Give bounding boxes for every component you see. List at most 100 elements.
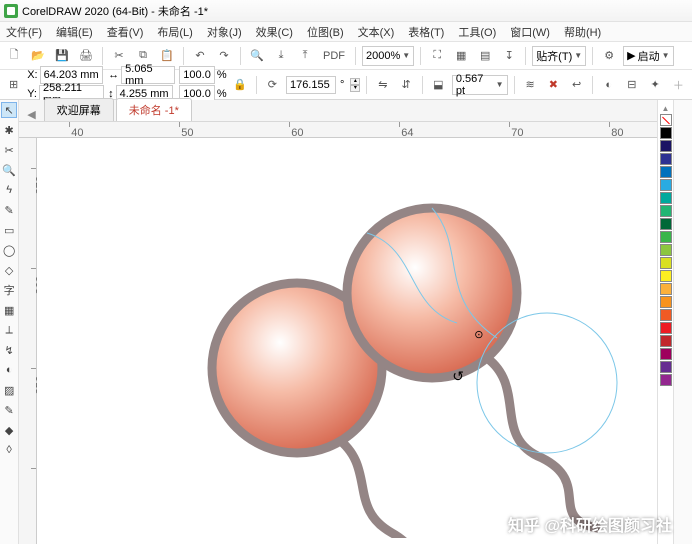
menu-edit[interactable]: 编辑(E) [56, 24, 93, 40]
launch-dropdown[interactable]: ▶ 启动▼ [623, 46, 673, 66]
convert-icon[interactable]: ◐ [599, 75, 618, 95]
canvas[interactable]: ↺ ⊙ [37, 138, 657, 544]
no-color-swatch[interactable] [660, 114, 672, 126]
width-input[interactable]: 5.065 mm [121, 66, 175, 84]
color-swatch[interactable] [660, 309, 672, 321]
rulers-icon[interactable]: ▦ [451, 46, 471, 66]
separator [592, 76, 593, 94]
color-swatch[interactable] [660, 322, 672, 334]
export-icon[interactable]: ⤒ [295, 46, 315, 66]
fill-tool-icon[interactable]: ◆ [1, 422, 17, 438]
color-swatch[interactable] [660, 127, 672, 139]
artistic-media-icon[interactable]: ✎ [1, 202, 17, 218]
color-swatch[interactable] [660, 283, 672, 295]
menu-effect[interactable]: 效果(C) [256, 24, 293, 40]
transparency-tool-icon[interactable]: ▨ [1, 382, 17, 398]
reverse-curve-icon[interactable]: ↩ [567, 75, 586, 95]
color-swatch[interactable] [660, 296, 672, 308]
redo-icon[interactable]: ↷ [214, 46, 234, 66]
freehand-tool-icon[interactable]: ϟ [1, 182, 17, 198]
text-tool-icon[interactable]: 字 [1, 282, 17, 298]
guides-icon[interactable]: ↧ [499, 46, 519, 66]
menu-file[interactable]: 文件(F) [6, 24, 42, 40]
zoom-dropdown[interactable]: 2000%▼ [362, 46, 414, 66]
align-icon[interactable]: ⊟ [622, 75, 641, 95]
add-icon[interactable]: ＋ [669, 75, 688, 95]
docker-collapsed[interactable] [673, 100, 692, 544]
outline-tool-icon[interactable]: ◊ [1, 442, 17, 458]
color-swatch[interactable] [660, 166, 672, 178]
dimension-tool-icon[interactable]: ⟂ [1, 322, 17, 338]
color-swatch[interactable] [660, 244, 672, 256]
fullscreen-icon[interactable]: ⛶ [427, 46, 447, 66]
rotation-handle-icon[interactable]: ↺ [452, 368, 464, 385]
import-icon[interactable]: ⤓ [271, 46, 291, 66]
zoom-tool-icon[interactable]: 🔍 [1, 162, 17, 178]
rotation-input[interactable]: 176.155 [286, 76, 336, 94]
options-icon[interactable]: ⚙ [599, 46, 619, 66]
dropshadow-tool-icon[interactable]: ◐ [1, 362, 17, 378]
outline-value: 0.567 pt [456, 73, 494, 97]
color-swatch[interactable] [660, 140, 672, 152]
search-icon[interactable]: 🔍 [247, 46, 267, 66]
menu-layout[interactable]: 布局(L) [157, 24, 192, 40]
print-icon[interactable]: 🖨 [76, 46, 96, 66]
tab-welcome[interactable]: 欢迎屏幕 [44, 98, 114, 121]
color-swatch[interactable] [660, 270, 672, 282]
rectangle-tool-icon[interactable]: ▭ [1, 222, 17, 238]
chevron-down-icon: ▼ [662, 51, 670, 60]
menu-help[interactable]: 帮助(H) [564, 24, 601, 40]
snap-dropdown[interactable]: 贴齐(T)▼ [532, 46, 586, 66]
undo-icon[interactable]: ↶ [190, 46, 210, 66]
close-curve-icon[interactable]: ✖ [544, 75, 563, 95]
table-tool-icon[interactable]: ▦ [1, 302, 17, 318]
color-swatch[interactable] [660, 231, 672, 243]
color-swatch[interactable] [660, 192, 672, 204]
open-icon[interactable]: 📂 [28, 46, 48, 66]
menu-view[interactable]: 查看(V) [107, 24, 144, 40]
menu-bitmap[interactable]: 位图(B) [307, 24, 344, 40]
palette-up-icon[interactable]: ▲ [662, 104, 670, 113]
color-swatch[interactable] [660, 335, 672, 347]
shape-tool-icon[interactable]: ✱ [1, 122, 17, 138]
color-swatch[interactable] [660, 361, 672, 373]
outline-width-dropdown[interactable]: 0.567 pt▼ [452, 75, 508, 95]
tab-prev-icon[interactable]: ◀ [27, 108, 35, 121]
color-swatch[interactable] [660, 257, 672, 269]
lock-ratio-icon[interactable]: 🔒 [231, 75, 250, 95]
chevron-down-icon: ▼ [574, 51, 582, 60]
color-swatch[interactable] [660, 153, 672, 165]
menu-table[interactable]: 表格(T) [408, 24, 444, 40]
crop-tool-icon[interactable]: ✂ [1, 142, 17, 158]
scale-x-input[interactable]: 100.0 [179, 66, 215, 84]
quick-custom-icon[interactable]: ✦ [646, 75, 665, 95]
wrap-text-icon[interactable]: ≋ [521, 75, 540, 95]
color-swatch[interactable] [660, 205, 672, 217]
center-marker-icon[interactable]: ⊙ [474, 328, 483, 341]
grid-icon[interactable]: ▤ [475, 46, 495, 66]
menu-object[interactable]: 对象(J) [207, 24, 242, 40]
mirror-v-icon[interactable]: ⇵ [397, 75, 416, 95]
polygon-tool-icon[interactable]: ◇ [1, 262, 17, 278]
color-swatch[interactable] [660, 218, 672, 230]
eyedropper-tool-icon[interactable]: ✎ [1, 402, 17, 418]
ellipse-tool-icon[interactable]: ◯ [1, 242, 17, 258]
degree-label: ° [340, 79, 344, 91]
order-icon[interactable]: ⬓ [429, 75, 448, 95]
connector-tool-icon[interactable]: ↯ [1, 342, 17, 358]
tab-document[interactable]: 未命名 -1* [116, 98, 192, 121]
menu-window[interactable]: 窗口(W) [510, 24, 550, 40]
menu-tools[interactable]: 工具(O) [458, 24, 496, 40]
separator [525, 47, 526, 65]
publish-pdf-icon[interactable]: PDF [319, 46, 349, 66]
color-swatch[interactable] [660, 374, 672, 386]
mirror-h-icon[interactable]: ⇋ [373, 75, 392, 95]
rotation-spinner[interactable]: ▴▾ [350, 78, 360, 92]
menu-text[interactable]: 文本(X) [358, 24, 395, 40]
color-swatch[interactable] [660, 348, 672, 360]
color-swatch[interactable] [660, 179, 672, 191]
separator [240, 47, 241, 65]
new-doc-icon[interactable]: 🗋 [4, 46, 24, 66]
save-icon[interactable]: 💾 [52, 46, 72, 66]
pick-tool-icon[interactable]: ↖ [1, 102, 17, 118]
